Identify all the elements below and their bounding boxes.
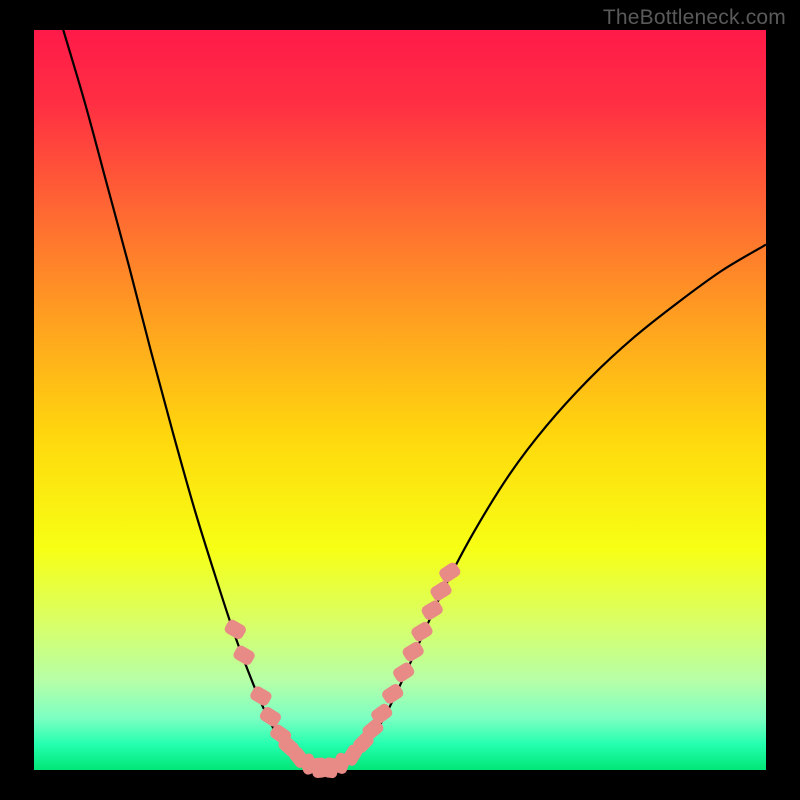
plot-gradient-background — [34, 30, 766, 770]
bottleneck-chart-svg — [0, 0, 800, 800]
chart-container: TheBottleneck.com — [0, 0, 800, 800]
watermark-text: TheBottleneck.com — [603, 6, 786, 30]
